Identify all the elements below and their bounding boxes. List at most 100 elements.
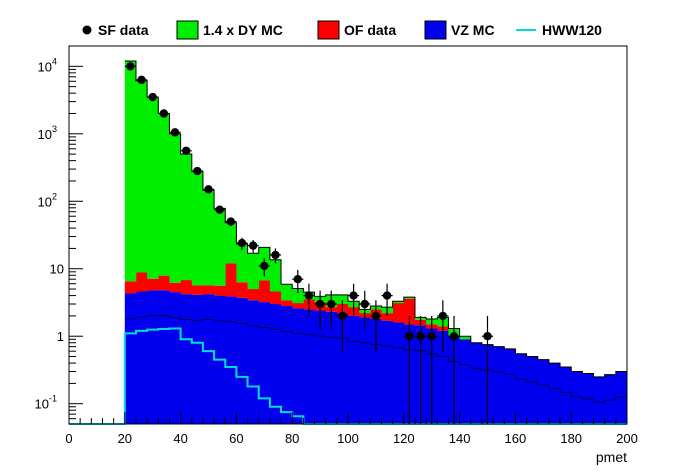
bar — [180, 154, 193, 281]
x-tick-label: 60 — [229, 431, 243, 446]
bar — [392, 301, 405, 304]
data-point — [426, 315, 438, 424]
data-point — [258, 258, 270, 277]
legend-item: VZ MC — [424, 20, 495, 40]
x-tick-label: 120 — [393, 431, 415, 446]
bar — [336, 313, 349, 424]
marker — [382, 291, 392, 300]
x-tick-label: 100 — [337, 431, 359, 446]
bar — [269, 291, 282, 305]
series-1-4-x-dy-mc — [124, 60, 472, 340]
bar — [392, 303, 405, 323]
data-point — [124, 62, 136, 71]
marker — [360, 299, 369, 309]
hww120-line — [69, 327, 627, 425]
vz-inner-line — [124, 315, 627, 403]
bar — [202, 294, 215, 424]
bar — [314, 310, 327, 424]
data-point — [191, 166, 203, 176]
y-tick-label: 10 — [50, 262, 64, 277]
data-point — [381, 283, 393, 316]
data-point — [225, 217, 237, 227]
bar — [191, 171, 204, 286]
bar — [236, 243, 248, 283]
bar — [147, 290, 159, 424]
data-point — [202, 185, 215, 194]
bar — [292, 303, 304, 309]
data-point — [303, 283, 315, 316]
marker — [427, 332, 436, 341]
bar — [214, 208, 226, 286]
bar — [169, 133, 181, 283]
data-point — [135, 75, 148, 85]
marker — [226, 217, 236, 226]
bar — [225, 296, 237, 424]
bar — [381, 320, 394, 424]
bar — [135, 272, 148, 292]
data-point — [336, 300, 348, 352]
data-point — [481, 315, 494, 424]
marker — [449, 332, 459, 341]
marker — [193, 166, 202, 176]
marker — [271, 250, 280, 260]
bar — [247, 253, 260, 290]
data-point — [448, 315, 460, 424]
bar — [202, 285, 215, 295]
bar — [281, 306, 293, 424]
legend-label: OF data — [344, 22, 396, 38]
bar — [124, 293, 137, 424]
marker — [181, 146, 191, 155]
marker — [405, 332, 414, 341]
marker — [304, 291, 314, 300]
bar — [403, 298, 416, 325]
bar — [526, 356, 539, 424]
data-point — [269, 248, 282, 264]
bar — [236, 282, 248, 298]
bar — [459, 339, 472, 424]
legend-label: 1.4 x DY MC — [203, 22, 283, 38]
marker — [349, 291, 358, 300]
data-point — [236, 237, 248, 250]
data-point — [348, 283, 360, 316]
bar — [135, 291, 148, 424]
marker — [126, 62, 135, 71]
y-tick-label: 10-1 — [35, 394, 57, 412]
bar — [169, 282, 181, 293]
bar — [258, 280, 271, 303]
bar — [135, 80, 148, 273]
bar — [604, 374, 617, 424]
bar — [180, 294, 193, 424]
bar — [158, 275, 170, 291]
bar — [269, 304, 282, 424]
bar — [504, 348, 516, 424]
marker — [159, 109, 169, 118]
marker — [248, 241, 258, 250]
bar — [124, 281, 137, 294]
legend-item: SF data — [82, 22, 149, 38]
bar — [325, 311, 338, 424]
bar — [493, 346, 505, 424]
bar — [281, 284, 293, 301]
x-tick-label: 20 — [118, 431, 132, 446]
bar — [124, 60, 137, 282]
data-point — [292, 269, 304, 294]
data-point — [370, 300, 382, 352]
legend-item: 1.4 x DY MC — [176, 20, 283, 40]
bar — [202, 190, 215, 286]
legend-swatch — [424, 20, 447, 40]
bar — [593, 376, 606, 424]
data-point — [158, 109, 170, 118]
y-tick-label: 104 — [38, 56, 57, 74]
bar — [225, 222, 237, 264]
bar — [258, 302, 271, 424]
bar — [437, 330, 449, 424]
marker — [170, 128, 180, 137]
legend-item: OF data — [317, 20, 396, 40]
legend-swatch — [317, 20, 340, 40]
marker — [483, 332, 492, 341]
x-tick-label: 40 — [173, 431, 187, 446]
data-point — [359, 290, 371, 330]
x-axis-title: pmet — [596, 449, 627, 465]
legend-label: VZ MC — [451, 22, 495, 38]
